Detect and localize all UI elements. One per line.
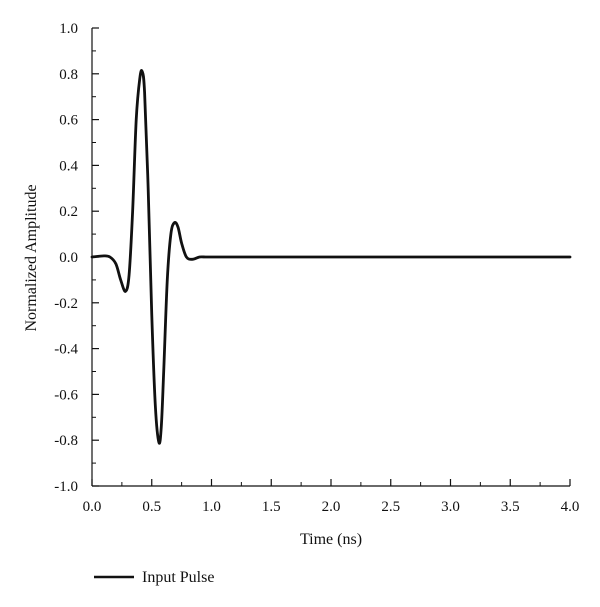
x-axis-title: Time (ns) xyxy=(300,531,362,548)
y-tick-label: 0.4 xyxy=(59,158,78,174)
legend: Input Pulse xyxy=(94,569,214,586)
y-tick-label: -1.0 xyxy=(54,479,78,495)
y-tick-label: 0.6 xyxy=(59,113,78,129)
x-tick-label: 3.0 xyxy=(441,499,460,515)
y-tick-label: -0.2 xyxy=(54,296,78,312)
y-axis-ticks: -1.0 -0.8 -0.6 -0.4 -0.2 0.0 0.2 0.4 0.6 0.8 1.0 xyxy=(54,21,99,495)
x-tick-label: 2.0 xyxy=(322,499,341,515)
y-tick-label: -0.4 xyxy=(54,342,78,358)
y-tick-label: 0.8 xyxy=(59,67,78,83)
legend-label-input-pulse: Input Pulse xyxy=(142,569,214,586)
y-tick-label: 0.2 xyxy=(59,204,78,220)
y-axis-title: Normalized Amplitude xyxy=(23,184,40,331)
x-tick-label: 0.5 xyxy=(142,499,161,515)
x-tick-label: 1.5 xyxy=(262,499,281,515)
y-tick-label: -0.8 xyxy=(54,433,78,449)
x-tick-label: 4.0 xyxy=(561,499,580,515)
x-axis-ticks: 0.0 0.5 1.0 1.5 2.0 2.5 3.0 3.5 4.0 xyxy=(83,479,580,515)
series-lines xyxy=(90,69,572,445)
series-line-input-pulse xyxy=(90,69,572,445)
y-tick-label: 0.0 xyxy=(59,250,78,266)
y-tick-label: -0.6 xyxy=(54,387,78,403)
x-tick-label: 3.5 xyxy=(501,499,520,515)
x-tick-label: 2.5 xyxy=(381,499,400,515)
x-tick-label: 0.0 xyxy=(83,499,102,515)
x-tick-label: 1.0 xyxy=(202,499,221,515)
y-tick-label: 1.0 xyxy=(59,21,78,37)
